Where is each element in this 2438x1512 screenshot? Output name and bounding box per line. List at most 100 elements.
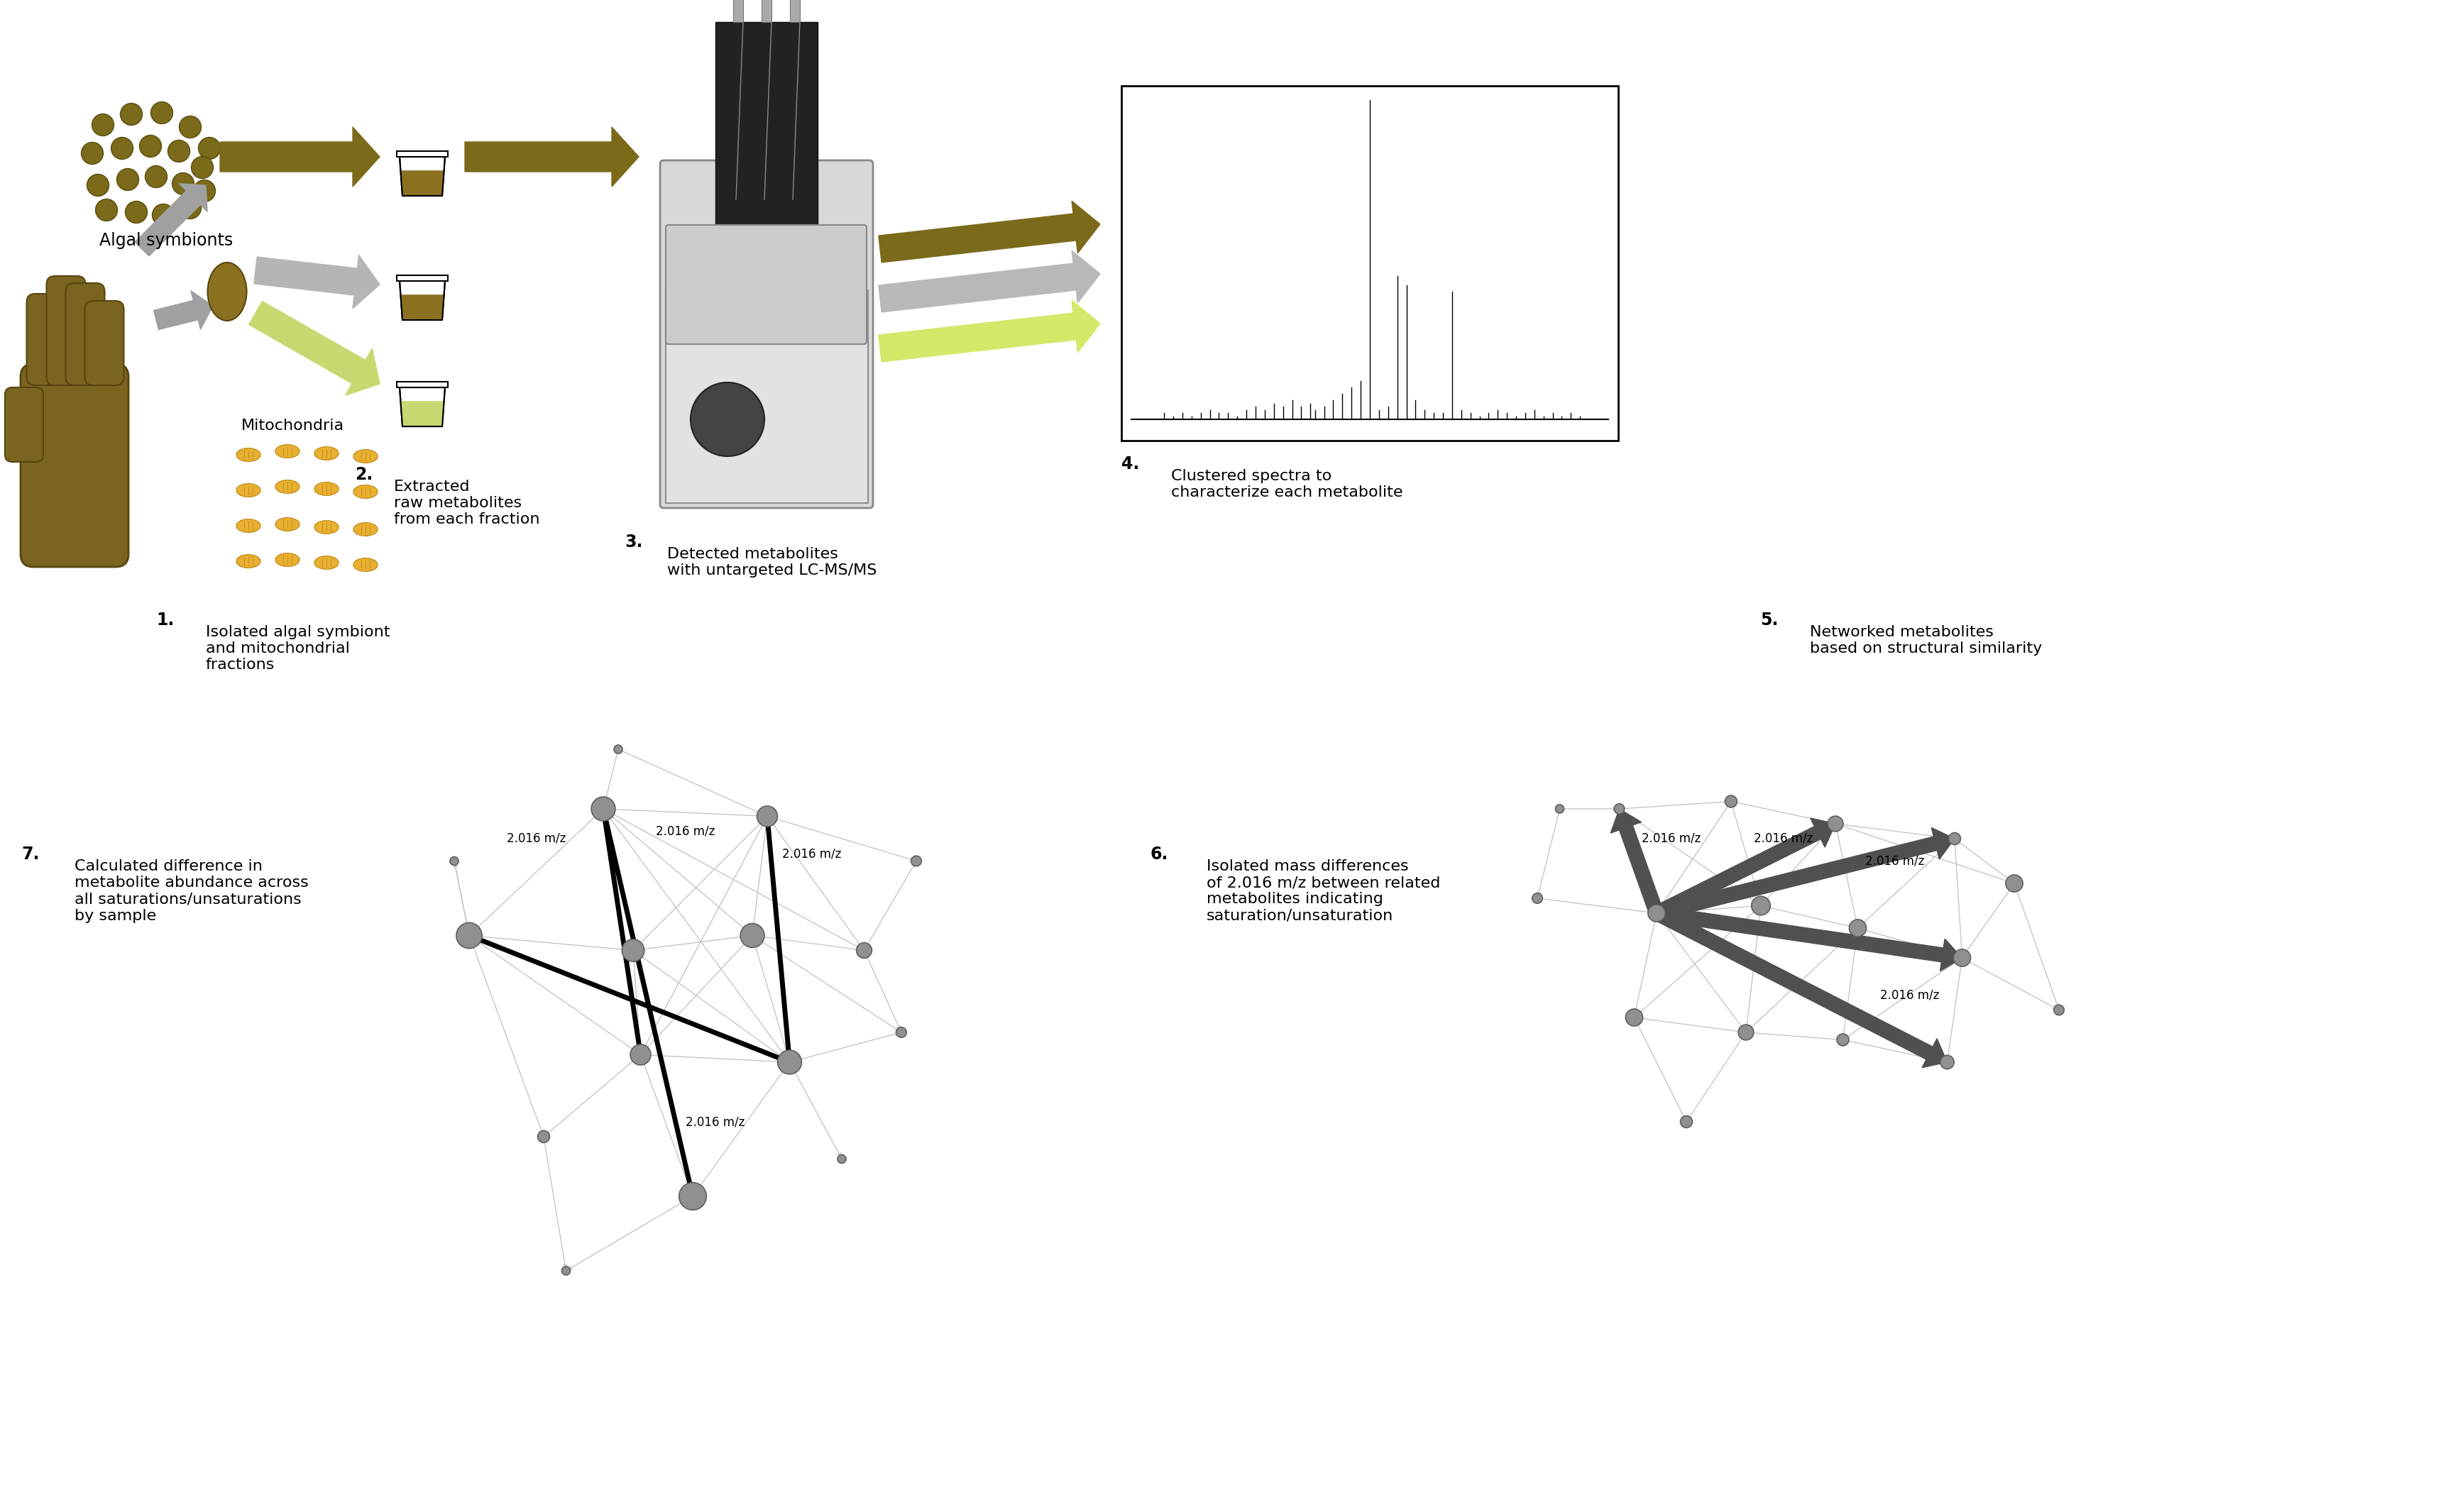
Polygon shape	[134, 183, 207, 256]
Polygon shape	[249, 301, 380, 395]
Polygon shape	[1612, 809, 1663, 916]
Text: Calculated difference in
metabolite abundance across
all saturations/unsaturatio: Calculated difference in metabolite abun…	[76, 859, 310, 922]
Circle shape	[1648, 904, 1665, 922]
Text: 2.016 m/z: 2.016 m/z	[685, 1116, 744, 1128]
Text: 4.: 4.	[1121, 455, 1139, 473]
Circle shape	[680, 1182, 707, 1210]
Circle shape	[539, 1131, 549, 1143]
Ellipse shape	[275, 445, 300, 458]
Text: 3.: 3.	[624, 534, 644, 550]
Text: Detected metabolites
with untargeted LC-MS/MS: Detected metabolites with untargeted LC-…	[668, 547, 878, 578]
Polygon shape	[1653, 907, 1948, 1067]
Circle shape	[756, 806, 778, 827]
Circle shape	[2053, 1005, 2065, 1015]
Circle shape	[180, 116, 202, 138]
Circle shape	[451, 857, 458, 865]
Text: Networked metabolites
based on structural similarity: Networked metabolites based on structura…	[1809, 624, 2043, 656]
Ellipse shape	[315, 446, 339, 460]
Circle shape	[1848, 919, 1868, 936]
Polygon shape	[397, 381, 449, 387]
Circle shape	[1555, 804, 1563, 813]
Polygon shape	[154, 290, 212, 330]
Circle shape	[631, 1045, 651, 1064]
Circle shape	[1941, 1055, 1955, 1069]
Polygon shape	[219, 127, 380, 186]
Circle shape	[139, 135, 161, 157]
Polygon shape	[400, 171, 444, 197]
FancyBboxPatch shape	[666, 225, 865, 345]
Circle shape	[1626, 1009, 1643, 1027]
Circle shape	[1726, 795, 1738, 807]
Text: 2.016 m/z: 2.016 m/z	[1865, 854, 1924, 868]
Circle shape	[190, 156, 212, 178]
Text: 2.016 m/z: 2.016 m/z	[1641, 832, 1702, 845]
Text: 2.016 m/z: 2.016 m/z	[507, 832, 566, 845]
Circle shape	[741, 924, 766, 948]
Text: Algal symbionts: Algal symbionts	[100, 231, 234, 249]
Ellipse shape	[315, 482, 339, 496]
Circle shape	[151, 204, 173, 225]
Circle shape	[912, 856, 922, 866]
Circle shape	[1738, 1025, 1753, 1040]
Ellipse shape	[354, 558, 378, 572]
Circle shape	[561, 1267, 570, 1275]
Polygon shape	[878, 251, 1100, 311]
FancyBboxPatch shape	[27, 293, 66, 386]
FancyBboxPatch shape	[661, 160, 873, 508]
Circle shape	[622, 939, 644, 962]
Circle shape	[690, 383, 766, 457]
Circle shape	[173, 172, 195, 195]
Ellipse shape	[236, 555, 261, 569]
Circle shape	[1614, 804, 1624, 813]
Circle shape	[197, 138, 219, 159]
Circle shape	[146, 166, 168, 187]
Bar	[734, 0, 744, 23]
Ellipse shape	[275, 517, 300, 531]
Circle shape	[1680, 1116, 1692, 1128]
FancyBboxPatch shape	[66, 283, 105, 386]
Ellipse shape	[354, 485, 378, 499]
Polygon shape	[1655, 906, 1963, 971]
Polygon shape	[878, 301, 1100, 361]
Circle shape	[1836, 1034, 1848, 1046]
Polygon shape	[397, 275, 449, 281]
Circle shape	[856, 942, 873, 959]
Circle shape	[2006, 875, 2024, 892]
Text: 2.016 m/z: 2.016 m/z	[783, 847, 841, 860]
Text: 2.016 m/z: 2.016 m/z	[1753, 832, 1814, 845]
Ellipse shape	[354, 523, 378, 535]
Bar	[714, 23, 817, 249]
Bar	[761, 0, 770, 23]
Text: 2.016 m/z: 2.016 m/z	[656, 826, 714, 838]
Text: Isolated algal symbiont
and mitochondrial
fractions: Isolated algal symbiont and mitochondria…	[205, 624, 390, 673]
Text: Isolated mass differences
of 2.016 m/z between related
metabolites indicating
sa: Isolated mass differences of 2.016 m/z b…	[1207, 859, 1441, 922]
FancyBboxPatch shape	[46, 277, 85, 386]
Circle shape	[112, 138, 134, 159]
Circle shape	[897, 1027, 907, 1037]
Text: 6.: 6.	[1151, 845, 1168, 863]
Circle shape	[1531, 894, 1543, 903]
Polygon shape	[400, 281, 446, 321]
Circle shape	[151, 101, 173, 124]
Text: 7.: 7.	[22, 845, 39, 863]
Circle shape	[117, 168, 139, 191]
Circle shape	[1828, 816, 1843, 832]
Circle shape	[592, 797, 614, 821]
Circle shape	[839, 1155, 846, 1163]
Polygon shape	[400, 387, 446, 426]
Ellipse shape	[207, 263, 246, 321]
Ellipse shape	[275, 553, 300, 567]
Polygon shape	[1655, 827, 1955, 919]
Ellipse shape	[236, 448, 261, 461]
Circle shape	[95, 200, 117, 221]
Circle shape	[119, 103, 141, 125]
Ellipse shape	[315, 556, 339, 570]
Bar	[666, 290, 868, 503]
FancyBboxPatch shape	[20, 364, 129, 567]
Polygon shape	[397, 151, 449, 157]
Polygon shape	[254, 256, 380, 308]
FancyBboxPatch shape	[5, 387, 44, 461]
Ellipse shape	[315, 520, 339, 534]
Circle shape	[778, 1051, 802, 1074]
Text: 1.: 1.	[156, 612, 173, 629]
